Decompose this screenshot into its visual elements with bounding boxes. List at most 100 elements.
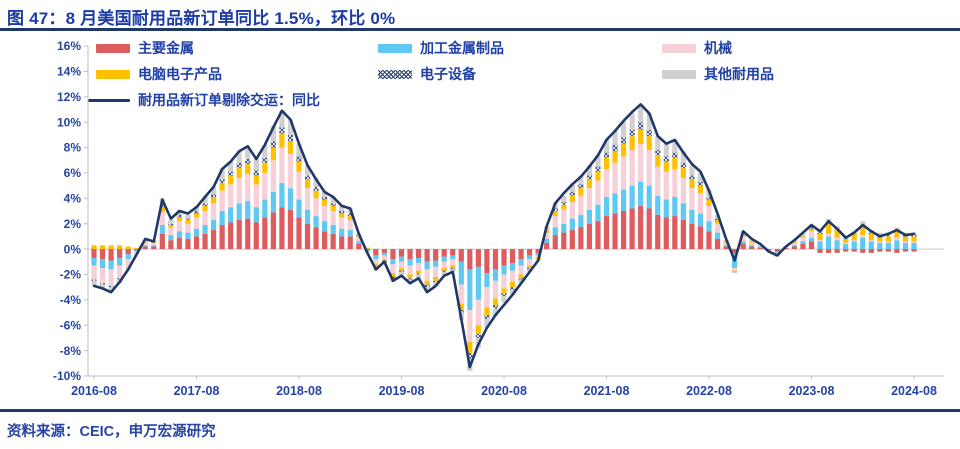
- bar-segment-computer-electronics: [305, 179, 310, 188]
- bar-segment-machinery: [689, 188, 694, 210]
- bar-segment-machinery: [339, 217, 344, 228]
- bar-segment-fabricated-metal: [826, 236, 831, 249]
- bar-segment-major-metals: [262, 217, 267, 249]
- bar-segment-fabricated-metal: [331, 225, 336, 234]
- bar-segment-computer-electronics: [177, 217, 182, 221]
- bar-segment-major-metals: [100, 249, 105, 259]
- bar-segment-fabricated-metal: [373, 255, 378, 259]
- bar-segment-electrical-equipment: [630, 130, 635, 136]
- bar-segment-computer-electronics: [561, 205, 566, 210]
- bar-segment-computer-electronics: [672, 158, 677, 169]
- bar-segment-major-metals: [809, 241, 814, 249]
- bar-segment-fabricated-metal: [809, 238, 814, 242]
- bar-segment-machinery: [194, 217, 199, 228]
- bar-segment-machinery: [262, 173, 267, 200]
- bar-segment-electrical-equipment: [279, 127, 284, 133]
- bar-segment-fabricated-metal: [647, 186, 652, 209]
- bar-segment-major-metals: [860, 249, 865, 253]
- bar-segment-electrical-equipment: [655, 150, 660, 155]
- bar-segment-electrical-equipment: [108, 286, 113, 287]
- bar-segment-electrical-equipment: [339, 211, 344, 214]
- bar-segment-major-metals: [288, 210, 293, 249]
- bar-segment-machinery: [681, 178, 686, 203]
- bar-segment-major-metals: [621, 211, 626, 249]
- bar-segment-fabricated-metal: [544, 239, 549, 243]
- bar-segment-computer-electronics: [91, 245, 96, 249]
- bar-segment-machinery: [228, 184, 233, 207]
- bar-segment-fabricated-metal: [288, 188, 293, 210]
- x-axis-label: 2020-08: [481, 384, 527, 398]
- bar-segment-computer-electronics: [296, 162, 301, 172]
- bar-segment-computer-electronics: [706, 200, 711, 206]
- bar-segment-fabricated-metal: [177, 231, 182, 237]
- bar-segment-machinery: [911, 241, 916, 242]
- bar-segment-other-durables: [732, 272, 737, 273]
- bar-segment-major-metals: [698, 226, 703, 249]
- figure-title: 图 47：8 月美国耐用品新订单同比 1.5%，环比 0%: [7, 4, 395, 29]
- bar-segment-machinery: [254, 184, 259, 207]
- bar-segment-fabricated-metal: [160, 225, 165, 234]
- bar-segment-computer-electronics: [288, 141, 293, 154]
- bar-segment-fabricated-metal: [143, 245, 148, 246]
- bar-segment-electrical-equipment: [493, 305, 498, 309]
- bar-segment-major-metals: [775, 249, 780, 252]
- bar-segment-major-metals: [561, 233, 566, 250]
- bar-segment-electrical-equipment: [331, 203, 336, 206]
- bar-segment-other-durables: [185, 215, 190, 219]
- bar-segment-fabricated-metal: [185, 233, 190, 239]
- bar-segment-major-metals: [407, 249, 412, 259]
- bar-segment-fabricated-metal: [425, 262, 430, 270]
- bar-segment-electrical-equipment: [604, 153, 609, 158]
- bar-segment-electrical-equipment: [245, 159, 250, 164]
- bar-segment-electrical-equipment: [442, 271, 447, 272]
- bar-segment-machinery: [527, 259, 532, 265]
- bar-segment-fabricated-metal: [578, 215, 583, 228]
- bar-segment-fabricated-metal: [296, 200, 301, 218]
- bar-segment-major-metals: [587, 224, 592, 249]
- x-axis-label: 2022-08: [686, 384, 732, 398]
- bar-segment-machinery: [211, 203, 216, 220]
- bar-segment-machinery: [732, 268, 737, 271]
- bar-segment-major-metals: [245, 219, 250, 249]
- bar-segment-fabricated-metal: [852, 241, 857, 249]
- bar-segment-computer-electronics: [510, 282, 515, 287]
- bar-segment-computer-electronics: [612, 151, 617, 162]
- bar-segment-major-metals: [339, 236, 344, 249]
- bar-segment-computer-electronics: [313, 191, 318, 199]
- bar-segment-computer-electronics: [211, 197, 216, 203]
- bar-segment-machinery: [869, 240, 874, 241]
- bar-segment-fabricated-metal: [570, 219, 575, 230]
- bar-segment-electrical-equipment: [638, 122, 643, 130]
- bar-segment-computer-electronics: [518, 274, 523, 278]
- bar-segment-computer-electronics: [228, 175, 233, 184]
- bar-segment-fabricated-metal: [835, 240, 840, 249]
- bar-segment-computer-electronics: [749, 241, 754, 242]
- bar-segment-fabricated-metal: [553, 228, 558, 236]
- y-axis-label: 16%: [57, 39, 81, 53]
- bar-segment-machinery: [570, 202, 575, 219]
- bar-segment-major-metals: [160, 234, 165, 249]
- bar-segment-machinery: [800, 238, 805, 242]
- y-axis-label: 8%: [64, 141, 82, 155]
- bar-segment-fabricated-metal: [194, 229, 199, 237]
- bar-segment-electrical-equipment: [416, 273, 421, 274]
- bar-segment-computer-electronics: [621, 144, 626, 157]
- bar-segment-computer-electronics: [126, 247, 131, 250]
- bar-segment-computer-electronics: [382, 259, 387, 260]
- bar-segment-major-metals: [108, 249, 113, 260]
- bar-segment-computer-electronics: [800, 236, 805, 237]
- bar-segment-major-metals: [416, 249, 421, 258]
- bar-segment-machinery: [647, 150, 652, 186]
- bar-segment-major-metals: [117, 249, 122, 258]
- bar-segment-computer-electronics: [237, 168, 242, 178]
- bar-segment-major-metals: [211, 230, 216, 249]
- bar-segment-fabricated-metal: [715, 233, 720, 239]
- bar-segment-major-metals: [305, 224, 310, 249]
- bar-segment-major-metals: [331, 234, 336, 249]
- bar-segment-major-metals: [356, 244, 361, 249]
- bar-segment-major-metals: [296, 217, 301, 249]
- bar-segment-computer-electronics: [484, 307, 489, 315]
- bar-segment-computer-electronics: [117, 245, 122, 249]
- bar-segment-fabricated-metal: [356, 241, 361, 244]
- y-axis-label: -2%: [60, 268, 82, 282]
